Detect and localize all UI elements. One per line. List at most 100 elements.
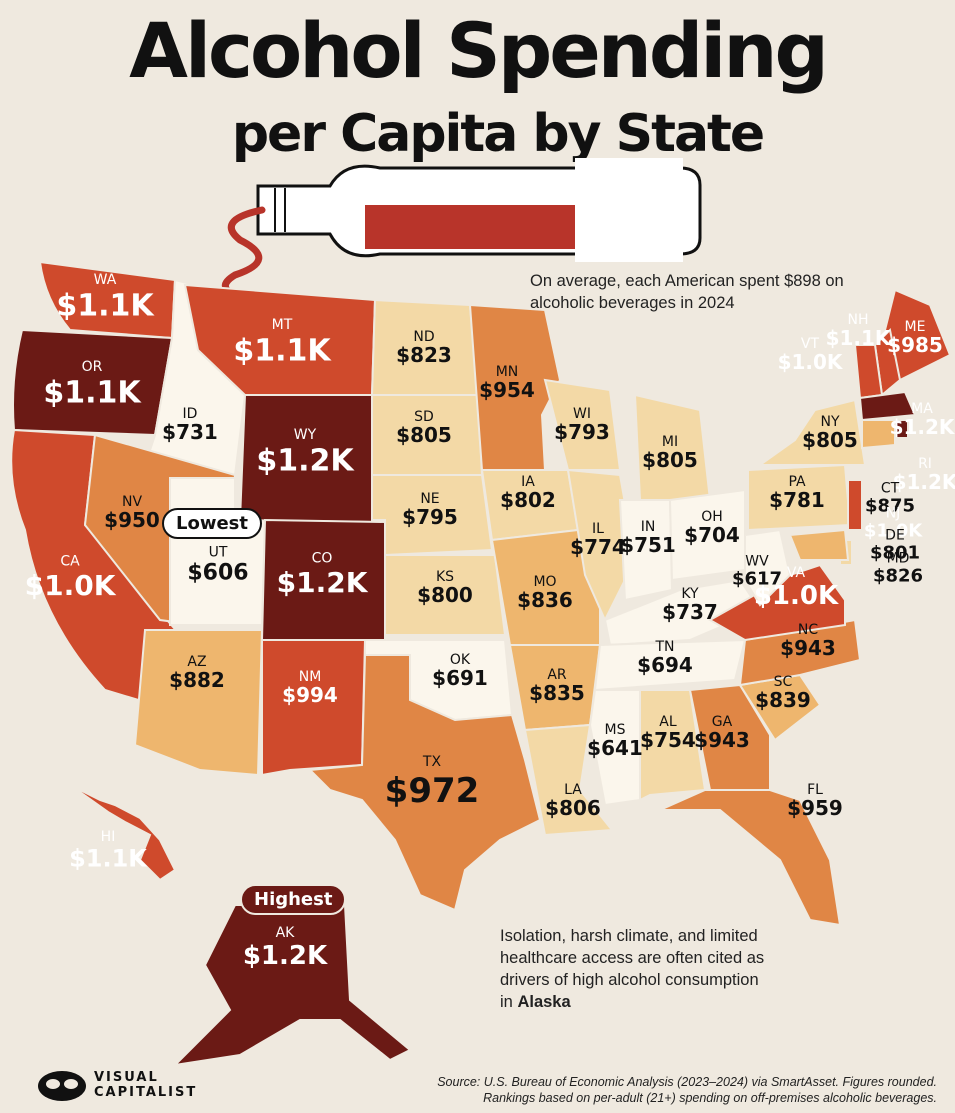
state-abbr-ak: AK [276,925,296,941]
state-abbr-mt: MT [272,317,293,333]
state-abbr-nh: NH [848,312,869,328]
state-abbr-fl: FL [807,782,823,798]
state-hi [69,784,177,882]
state-value-ny: $805 [802,428,858,452]
state-value-ga: $943 [694,728,750,752]
state-abbr-nc: NC [798,622,818,638]
state-abbr-az: AZ [187,654,206,670]
state-il [566,468,637,623]
state-value-ar: $835 [529,681,585,705]
state-abbr-ks: KS [436,569,454,585]
state-ga [688,683,771,791]
state-nj [847,479,863,531]
state-abbr-co: CO [312,550,333,566]
state-value-mn: $954 [479,378,535,402]
logo-line-1: VISUAL [94,1070,159,1085]
state-abbr-ia: IA [521,474,535,490]
source-line-2: Rankings based on per-adult (21+) spendi… [483,1091,937,1105]
state-me [883,288,952,382]
state-value-ri: $1.2K [893,470,955,494]
state-abbr-ar: AR [547,667,567,683]
state-value-pa: $781 [769,488,825,512]
state-ks [384,554,507,636]
state-or [12,328,174,437]
state-ma [858,390,917,422]
state-value-ky: $737 [662,600,718,624]
state-abbr-ma: MA [911,401,933,417]
state-value-sc: $839 [755,688,811,712]
state-abbr-ok: OK [450,652,471,668]
logo-line-2: CAPITALIST [94,1085,198,1100]
state-abbr-in: IN [641,519,656,535]
state-ny [756,398,867,466]
state-value-az: $882 [169,668,225,692]
state-abbr-ky: KY [681,586,699,602]
page-title: Alcohol Spending [129,6,829,95]
state-abbr-ne: NE [420,491,439,507]
state-value-nv: $950 [104,508,160,532]
state-value-fl: $959 [787,796,843,820]
state-abbr-hi: HI [101,829,116,845]
state-nm [261,639,367,777]
alaska-note-text: Isolation, harsh climate, and limited he… [500,927,765,1011]
state-value-wi: $793 [554,420,610,444]
state-abbr-sd: SD [414,409,434,425]
state-value-ia: $802 [500,488,556,512]
state-value-co: $1.2K [277,566,369,599]
state-value-hi: $1.1K [69,844,148,872]
lowest-badge: Lowest [162,508,262,539]
state-tn [593,638,747,692]
state-wv [744,528,792,607]
state-ak [172,904,412,1067]
state-value-wv: $617 [732,568,782,589]
state-abbr-mi: MI [662,434,678,450]
state-fl [659,789,842,927]
vc-logo-icon [38,1071,86,1101]
state-abbr-ct: CT [881,480,900,496]
state-abbr-wy: WY [294,427,317,443]
source-note: Source: U.S. Bureau of Economic Analysis… [437,1074,937,1106]
wine-bottle-icon [256,158,702,262]
state-value-al: $754 [640,728,696,752]
state-abbr-md: MD [887,550,910,566]
state-md [788,528,850,561]
state-az [133,629,264,777]
state-value-la: $806 [545,796,601,820]
state-abbr-nm: NM [299,669,322,685]
alaska-note: Isolation, harsh climate, and limited he… [500,925,770,1013]
state-value-ms: $641 [587,736,643,760]
state-value-nj: $1.0K [864,520,923,541]
state-value-wa: $1.1K [56,289,155,324]
state-value-mi: $805 [642,448,698,472]
state-tx [307,654,542,912]
state-abbr-or: OR [82,359,103,375]
state-mo [490,528,601,646]
state-value-sd: $805 [396,423,452,447]
alaska-note-bold: Alaska [517,993,571,1011]
state-value-il: $774 [570,535,626,559]
state-value-va: $1.0K [754,581,839,611]
state-abbr-nv: NV [122,494,142,510]
state-value-tx: $972 [385,771,480,811]
state-value-ks: $800 [417,583,473,607]
page-subtitle: per Capita by State [231,104,765,164]
state-abbr-vt: VT [801,336,820,352]
state-value-oh: $704 [684,523,740,547]
state-ct [861,419,896,450]
source-line-1: Source: U.S. Bureau of Economic Analysis… [437,1075,937,1089]
state-abbr-tn: TN [654,639,674,655]
state-value-in: $751 [620,533,676,557]
state-abbr-va: VA [787,565,806,581]
state-abbr-ga: GA [712,714,733,730]
state-value-vt: $1.0K [778,350,844,374]
state-value-ak: $1.2K [243,941,328,971]
state-value-md: $826 [873,565,923,586]
state-abbr-la: LA [564,782,582,798]
state-abbr-ms: MS [605,722,626,738]
visual-capitalist-logo: VISUAL CAPITALIST [36,1066,236,1106]
state-wi [543,378,622,471]
state-al [639,689,707,802]
state-abbr-il: IL [592,521,604,537]
